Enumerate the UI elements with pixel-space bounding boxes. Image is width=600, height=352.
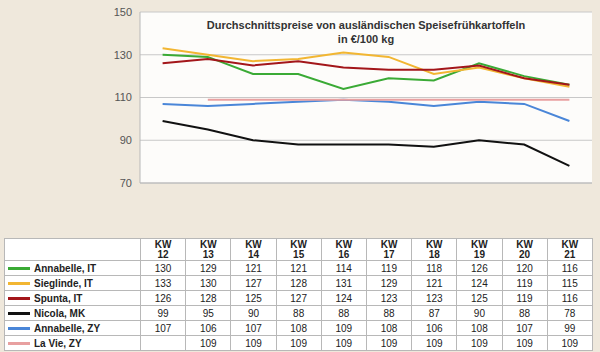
html-text:95: 95 xyxy=(202,307,214,319)
html-text:109: 109 xyxy=(199,337,217,349)
html-text:KW: KW xyxy=(380,238,398,250)
html-text:125: 125 xyxy=(245,292,262,304)
html-text:123: 123 xyxy=(380,292,398,304)
html-text:KW: KW xyxy=(516,238,533,250)
html-text:128: 128 xyxy=(199,292,217,304)
html-text:14: 14 xyxy=(247,248,259,260)
html-text:125: 125 xyxy=(471,292,488,304)
html-text:KW: KW xyxy=(245,238,262,250)
html-text:KW: KW xyxy=(425,238,443,250)
html-text:107: 107 xyxy=(516,322,533,334)
html-text:78: 78 xyxy=(564,307,576,319)
html-text:15: 15 xyxy=(293,248,305,260)
html-text:106: 106 xyxy=(425,322,443,334)
html-text:108: 108 xyxy=(290,322,307,334)
html-text:129: 129 xyxy=(199,262,217,274)
html-text:119: 119 xyxy=(516,292,533,304)
svg-text:150: 150 xyxy=(114,6,132,18)
html-text:133: 133 xyxy=(154,277,172,289)
html-text:116: 116 xyxy=(561,292,578,304)
html-text:118: 118 xyxy=(426,262,443,274)
html-text:Sieglinde, IT: Sieglinde, IT xyxy=(34,277,93,289)
html-text:109: 109 xyxy=(245,337,262,349)
html-text:116: 116 xyxy=(561,262,578,274)
html-text:88: 88 xyxy=(383,307,395,319)
html-text:121: 121 xyxy=(245,262,262,274)
html-text:KW: KW xyxy=(471,238,488,250)
html-text:127: 127 xyxy=(245,277,262,289)
html-text:121: 121 xyxy=(425,277,443,289)
svg-text:90: 90 xyxy=(120,134,132,146)
html-text:109: 109 xyxy=(561,337,579,349)
html-text:114: 114 xyxy=(335,262,352,274)
html-text:123: 123 xyxy=(425,292,443,304)
html-text:99: 99 xyxy=(157,307,169,319)
svg-text:70: 70 xyxy=(120,177,132,189)
html-text:109: 109 xyxy=(471,337,488,349)
html-text:in €/100 kg: in €/100 kg xyxy=(337,33,395,45)
html-text:109: 109 xyxy=(335,337,353,349)
html-text:18: 18 xyxy=(428,248,440,260)
html-text:119: 119 xyxy=(516,277,533,289)
html-text:16: 16 xyxy=(338,248,350,260)
html-text:KW: KW xyxy=(290,238,307,250)
html-text:88: 88 xyxy=(519,307,531,319)
html-text:124: 124 xyxy=(471,277,488,289)
html-text:20: 20 xyxy=(519,248,531,260)
html-text:Spunta, IT: Spunta, IT xyxy=(34,292,83,304)
html-text:108: 108 xyxy=(380,322,398,334)
html-text:129: 129 xyxy=(380,277,398,289)
html-text:Nicola, MK: Nicola, MK xyxy=(34,307,86,319)
html-text:KW: KW xyxy=(199,238,217,250)
html-text:Annabelle, ZY: Annabelle, ZY xyxy=(34,322,101,334)
html-text:KW: KW xyxy=(561,238,579,250)
html-text:108: 108 xyxy=(471,322,488,334)
html-text:12: 12 xyxy=(157,248,169,260)
html-text:109: 109 xyxy=(425,337,443,349)
html-text:17: 17 xyxy=(383,248,395,260)
html-text:120: 120 xyxy=(516,262,533,274)
html-text:107: 107 xyxy=(154,322,172,334)
html-text:126: 126 xyxy=(471,262,488,274)
html-text:109: 109 xyxy=(335,322,353,334)
html-text:121: 121 xyxy=(290,262,307,274)
html-text:130: 130 xyxy=(199,277,217,289)
html-text:19: 19 xyxy=(473,248,485,260)
html-text:90: 90 xyxy=(247,307,259,319)
html-text:90: 90 xyxy=(473,307,485,319)
html-text:13: 13 xyxy=(202,248,214,260)
html-text:126: 126 xyxy=(154,292,172,304)
html-text:21: 21 xyxy=(564,248,576,260)
svg-text:130: 130 xyxy=(114,49,132,61)
html-text:106: 106 xyxy=(199,322,217,334)
html-text:107: 107 xyxy=(245,322,262,334)
html-text:Annabelle, IT: Annabelle, IT xyxy=(34,262,97,274)
html-text:131: 131 xyxy=(335,277,353,289)
html-text:88: 88 xyxy=(293,307,305,319)
html-text:130: 130 xyxy=(154,262,172,274)
html-text:109: 109 xyxy=(290,337,307,349)
html-text:109: 109 xyxy=(380,337,398,349)
html-text:124: 124 xyxy=(335,292,353,304)
svg-text:110: 110 xyxy=(114,91,132,103)
html-text:88: 88 xyxy=(338,307,350,319)
html-text:La Vie, ZY: La Vie, ZY xyxy=(34,337,82,349)
html-text:109: 109 xyxy=(516,337,533,349)
html-text:Durchschnittspreise von auslän: Durchschnittspreise von ausländischen Sp… xyxy=(206,19,526,31)
html-text:KW: KW xyxy=(154,238,172,250)
html-text:128: 128 xyxy=(290,277,307,289)
html-text:127: 127 xyxy=(290,292,307,304)
html-text:115: 115 xyxy=(561,277,578,289)
html-text:KW: KW xyxy=(335,238,353,250)
html-text:99: 99 xyxy=(564,322,576,334)
html-text:119: 119 xyxy=(381,262,397,274)
html-text:87: 87 xyxy=(428,307,440,319)
